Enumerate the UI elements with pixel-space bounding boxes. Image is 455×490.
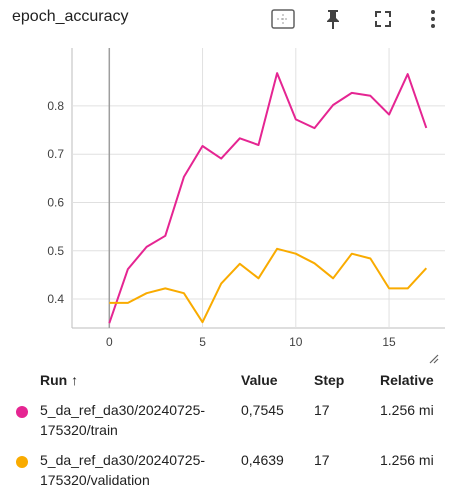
x-tick-label: 10: [289, 335, 303, 349]
run-name: 5_da_ref_da30/20240725- 175320/train: [40, 400, 205, 440]
fit-domain-button[interactable]: [270, 6, 296, 32]
run-relative: 1.256 mi: [380, 452, 434, 468]
series-line-validation: [109, 247, 428, 324]
run-value: 0,7545: [241, 402, 284, 418]
y-tick-label: 0.8: [47, 99, 64, 113]
resize-handle-icon: [429, 354, 439, 364]
y-tick-label: 0.4: [47, 292, 64, 306]
run-name: 5_da_ref_da30/20240725- 175320/validatio…: [40, 450, 205, 490]
line-chart[interactable]: 0.4 0.5 0.6 0.7 0.8 0 5 10 15: [0, 0, 455, 370]
y-tick-label: 0.5: [47, 244, 64, 258]
card-title: epoch_accuracy: [12, 8, 129, 25]
y-tick-label: 0.7: [47, 147, 64, 161]
x-tick-label: 15: [382, 335, 396, 349]
more-options-button[interactable]: [420, 6, 446, 32]
run-step: 17: [314, 452, 330, 468]
y-tick-label: 0.6: [47, 195, 64, 209]
fit-domain-icon: [271, 9, 295, 29]
fullscreen-button[interactable]: [370, 6, 396, 32]
run-color-dot: [16, 406, 28, 418]
value-header[interactable]: Value: [241, 372, 278, 388]
relative-header[interactable]: Relative: [380, 372, 434, 388]
pin-icon: [327, 10, 339, 29]
run-name-line2: 175320/train: [40, 422, 118, 438]
resize-handle[interactable]: [428, 352, 440, 370]
run-header[interactable]: Run ↑: [40, 372, 79, 388]
series-line-train: [108, 72, 428, 324]
run-value: 0,4639: [241, 452, 284, 468]
fullscreen-icon: [375, 11, 391, 27]
x-tick-label: 5: [199, 335, 206, 349]
more-vert-icon: [431, 10, 435, 28]
pin-button[interactable]: [320, 6, 346, 32]
run-step: 17: [314, 402, 330, 418]
x-tick-label: 0: [106, 335, 113, 349]
run-color-dot: [16, 456, 28, 468]
run-relative: 1.256 mi: [380, 402, 434, 418]
run-name-line1: 5_da_ref_da30/20240725-: [40, 402, 206, 418]
run-name-line1: 5_da_ref_da30/20240725-: [40, 452, 206, 468]
step-header[interactable]: Step: [314, 372, 345, 388]
run-name-line2: 175320/validation: [40, 472, 150, 488]
